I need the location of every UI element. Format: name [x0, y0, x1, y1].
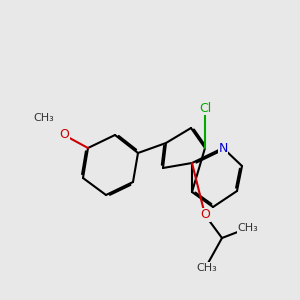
- Text: Cl: Cl: [199, 101, 211, 115]
- Text: O: O: [200, 208, 210, 221]
- Text: N: N: [218, 142, 228, 154]
- Text: CH₃: CH₃: [196, 263, 218, 273]
- Text: O: O: [59, 128, 69, 142]
- Text: CH₃: CH₃: [34, 113, 54, 123]
- Text: CH₃: CH₃: [238, 223, 258, 233]
